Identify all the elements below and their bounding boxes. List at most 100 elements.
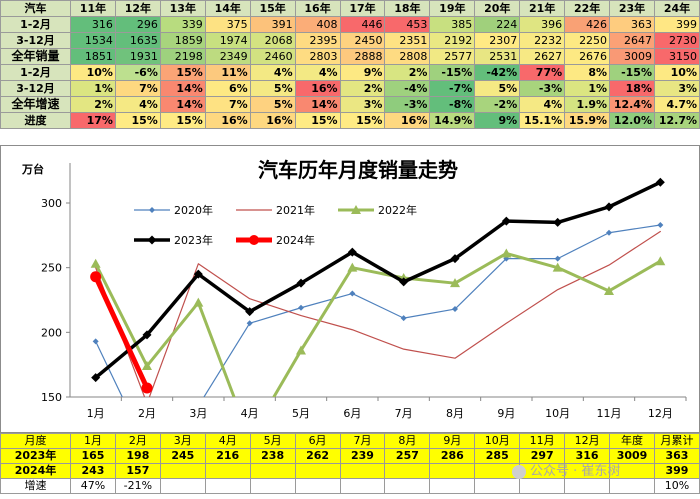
data-point [606, 229, 612, 236]
table-cell: 18% [609, 80, 655, 97]
table-cell: 2803 [294, 48, 341, 65]
row-label: 3-12月 [0, 80, 71, 97]
x-tick-label: 7月 [395, 407, 413, 420]
table-cell: 5% [249, 80, 296, 97]
table-row: 2024年 243 157 399 [0, 463, 700, 479]
table-cell: 12.0% [609, 112, 655, 129]
y-tick-label: 250 [41, 262, 62, 275]
table-cell: -8% [429, 96, 476, 113]
chart-series [90, 177, 666, 397]
header-year: 21年 [519, 0, 566, 17]
table-cell: 2% [70, 96, 116, 113]
table-cell: 2531 [474, 48, 521, 65]
data-point [399, 277, 409, 287]
table-cell: 4.7% [653, 96, 700, 113]
table-cell: 4% [294, 64, 341, 81]
row-label: 全年增速 [0, 96, 71, 113]
table-cell: 1974 [204, 32, 251, 49]
header-year: 12年 [114, 0, 161, 17]
header-year: 19年 [429, 0, 476, 17]
row-label: 进度 [0, 112, 71, 129]
table-cell: 2627 [519, 48, 566, 65]
data-point [90, 271, 102, 283]
table-cell: 285 [474, 448, 521, 464]
table-row: 全年增速 2% 4% 14% 7% 5% 14% 3% -3% -8% -2% 4% 1.9% 12.4%… [0, 96, 700, 113]
data-point [655, 256, 666, 266]
table-cell [519, 478, 566, 494]
y-tick-label: 150 [41, 391, 62, 404]
header-month: 4月 [204, 433, 251, 449]
row-label: 2023年 [0, 448, 71, 464]
table-cell: 12.7% [653, 112, 700, 129]
table-cell: 316 [70, 16, 116, 33]
table-cell: 3% [339, 96, 386, 113]
table-cell: 446 [339, 16, 386, 33]
table-cell: 286 [429, 448, 476, 464]
header-year: 24年 [653, 0, 700, 17]
row-label: 3-12月 [0, 32, 71, 49]
table-cell: 375 [204, 16, 251, 33]
table-cell: 12.4% [609, 96, 655, 113]
header-month: 9月 [429, 433, 476, 449]
table-cell: 385 [429, 16, 476, 33]
annual-sales-table: 汽车 11年 12年 13年 14年 15年 16年 17年 18年 19年 20年 21年 22年 23… [0, 0, 700, 129]
table-cell: 224 [474, 16, 521, 33]
chart-axes: 150 200 250 300 1月 2月 3月 4月 5月 6月 7月 8月 9月 10月 11月 12月 [41, 163, 687, 420]
header-month: 6月 [294, 433, 341, 449]
header-year: 20年 [474, 0, 521, 17]
table-cell: 157 [114, 463, 161, 479]
data-point [193, 269, 203, 279]
table-cell: 1% [564, 80, 611, 97]
data-point [400, 315, 407, 322]
header-corner: 汽车 [0, 0, 71, 17]
legend-label: 2021年 [276, 203, 315, 217]
table-cell: 6% [204, 80, 251, 97]
table-cell: 391 [249, 16, 296, 33]
legend-label: 2022年 [378, 203, 417, 217]
data-point [347, 247, 357, 257]
header-year: 15年 [249, 0, 296, 17]
table-cell: 14% [159, 80, 206, 97]
table-row: 1-2月 10% -6% 15% 11% 4% 4% 9% 2% -15% -42% 77% 8% -15… [0, 64, 700, 81]
table-cell: 1851 [70, 48, 116, 65]
table-cell: 2307 [474, 32, 521, 49]
table-cell: 2351 [384, 32, 431, 49]
x-tick-label: 4月 [241, 407, 259, 420]
table-cell: 2888 [339, 48, 386, 65]
data-point [452, 306, 458, 313]
monthly-sales-table: 月度 1月 2月 3月 4月 5月 6月 7月 8月 9月 10月 11月 12月 年度 月累计 2023年 1… [0, 433, 700, 494]
header-month: 5月 [249, 433, 296, 449]
table-cell: 216 [204, 448, 251, 464]
table-cell: -42% [474, 64, 521, 81]
x-tick-label: 1月 [87, 407, 105, 420]
table-cell: -15% [429, 64, 476, 81]
table-cell: 1931 [114, 48, 161, 65]
table-cell: 10% [653, 478, 700, 494]
table-cell [204, 463, 251, 479]
header-year: 13年 [159, 0, 206, 17]
x-tick-label: 6月 [343, 407, 361, 420]
table-cell: 262 [294, 448, 341, 464]
table-cell: 2808 [384, 48, 431, 65]
data-point [245, 307, 255, 317]
table-cell: 2349 [204, 48, 251, 65]
table-cell [429, 478, 476, 494]
header-month: 12月 [564, 433, 611, 449]
table-cell: -2% [474, 96, 521, 113]
table-cell: 198 [114, 448, 161, 464]
table-cell: 16% [249, 112, 296, 129]
table-cell [519, 463, 566, 479]
table-cell [339, 463, 386, 479]
table-cell [474, 478, 521, 494]
watermark: 公众号 · 崔东树 [512, 460, 620, 479]
table-cell: 14% [159, 96, 206, 113]
chart-canvas: 汽车历年月度销量走势 万台 150 200 250 300 1月 2月 3月 4月 5月 6月 7月… [0, 145, 700, 433]
table-cell: -6% [114, 64, 161, 81]
table-cell: 9% [339, 64, 386, 81]
table-cell: 165 [70, 448, 116, 464]
data-point [141, 382, 153, 394]
table-cell: 3150 [653, 48, 700, 65]
table-cell: 2198 [159, 48, 206, 65]
y-axis-unit-label: 万台 [21, 162, 44, 176]
data-point [193, 297, 204, 307]
